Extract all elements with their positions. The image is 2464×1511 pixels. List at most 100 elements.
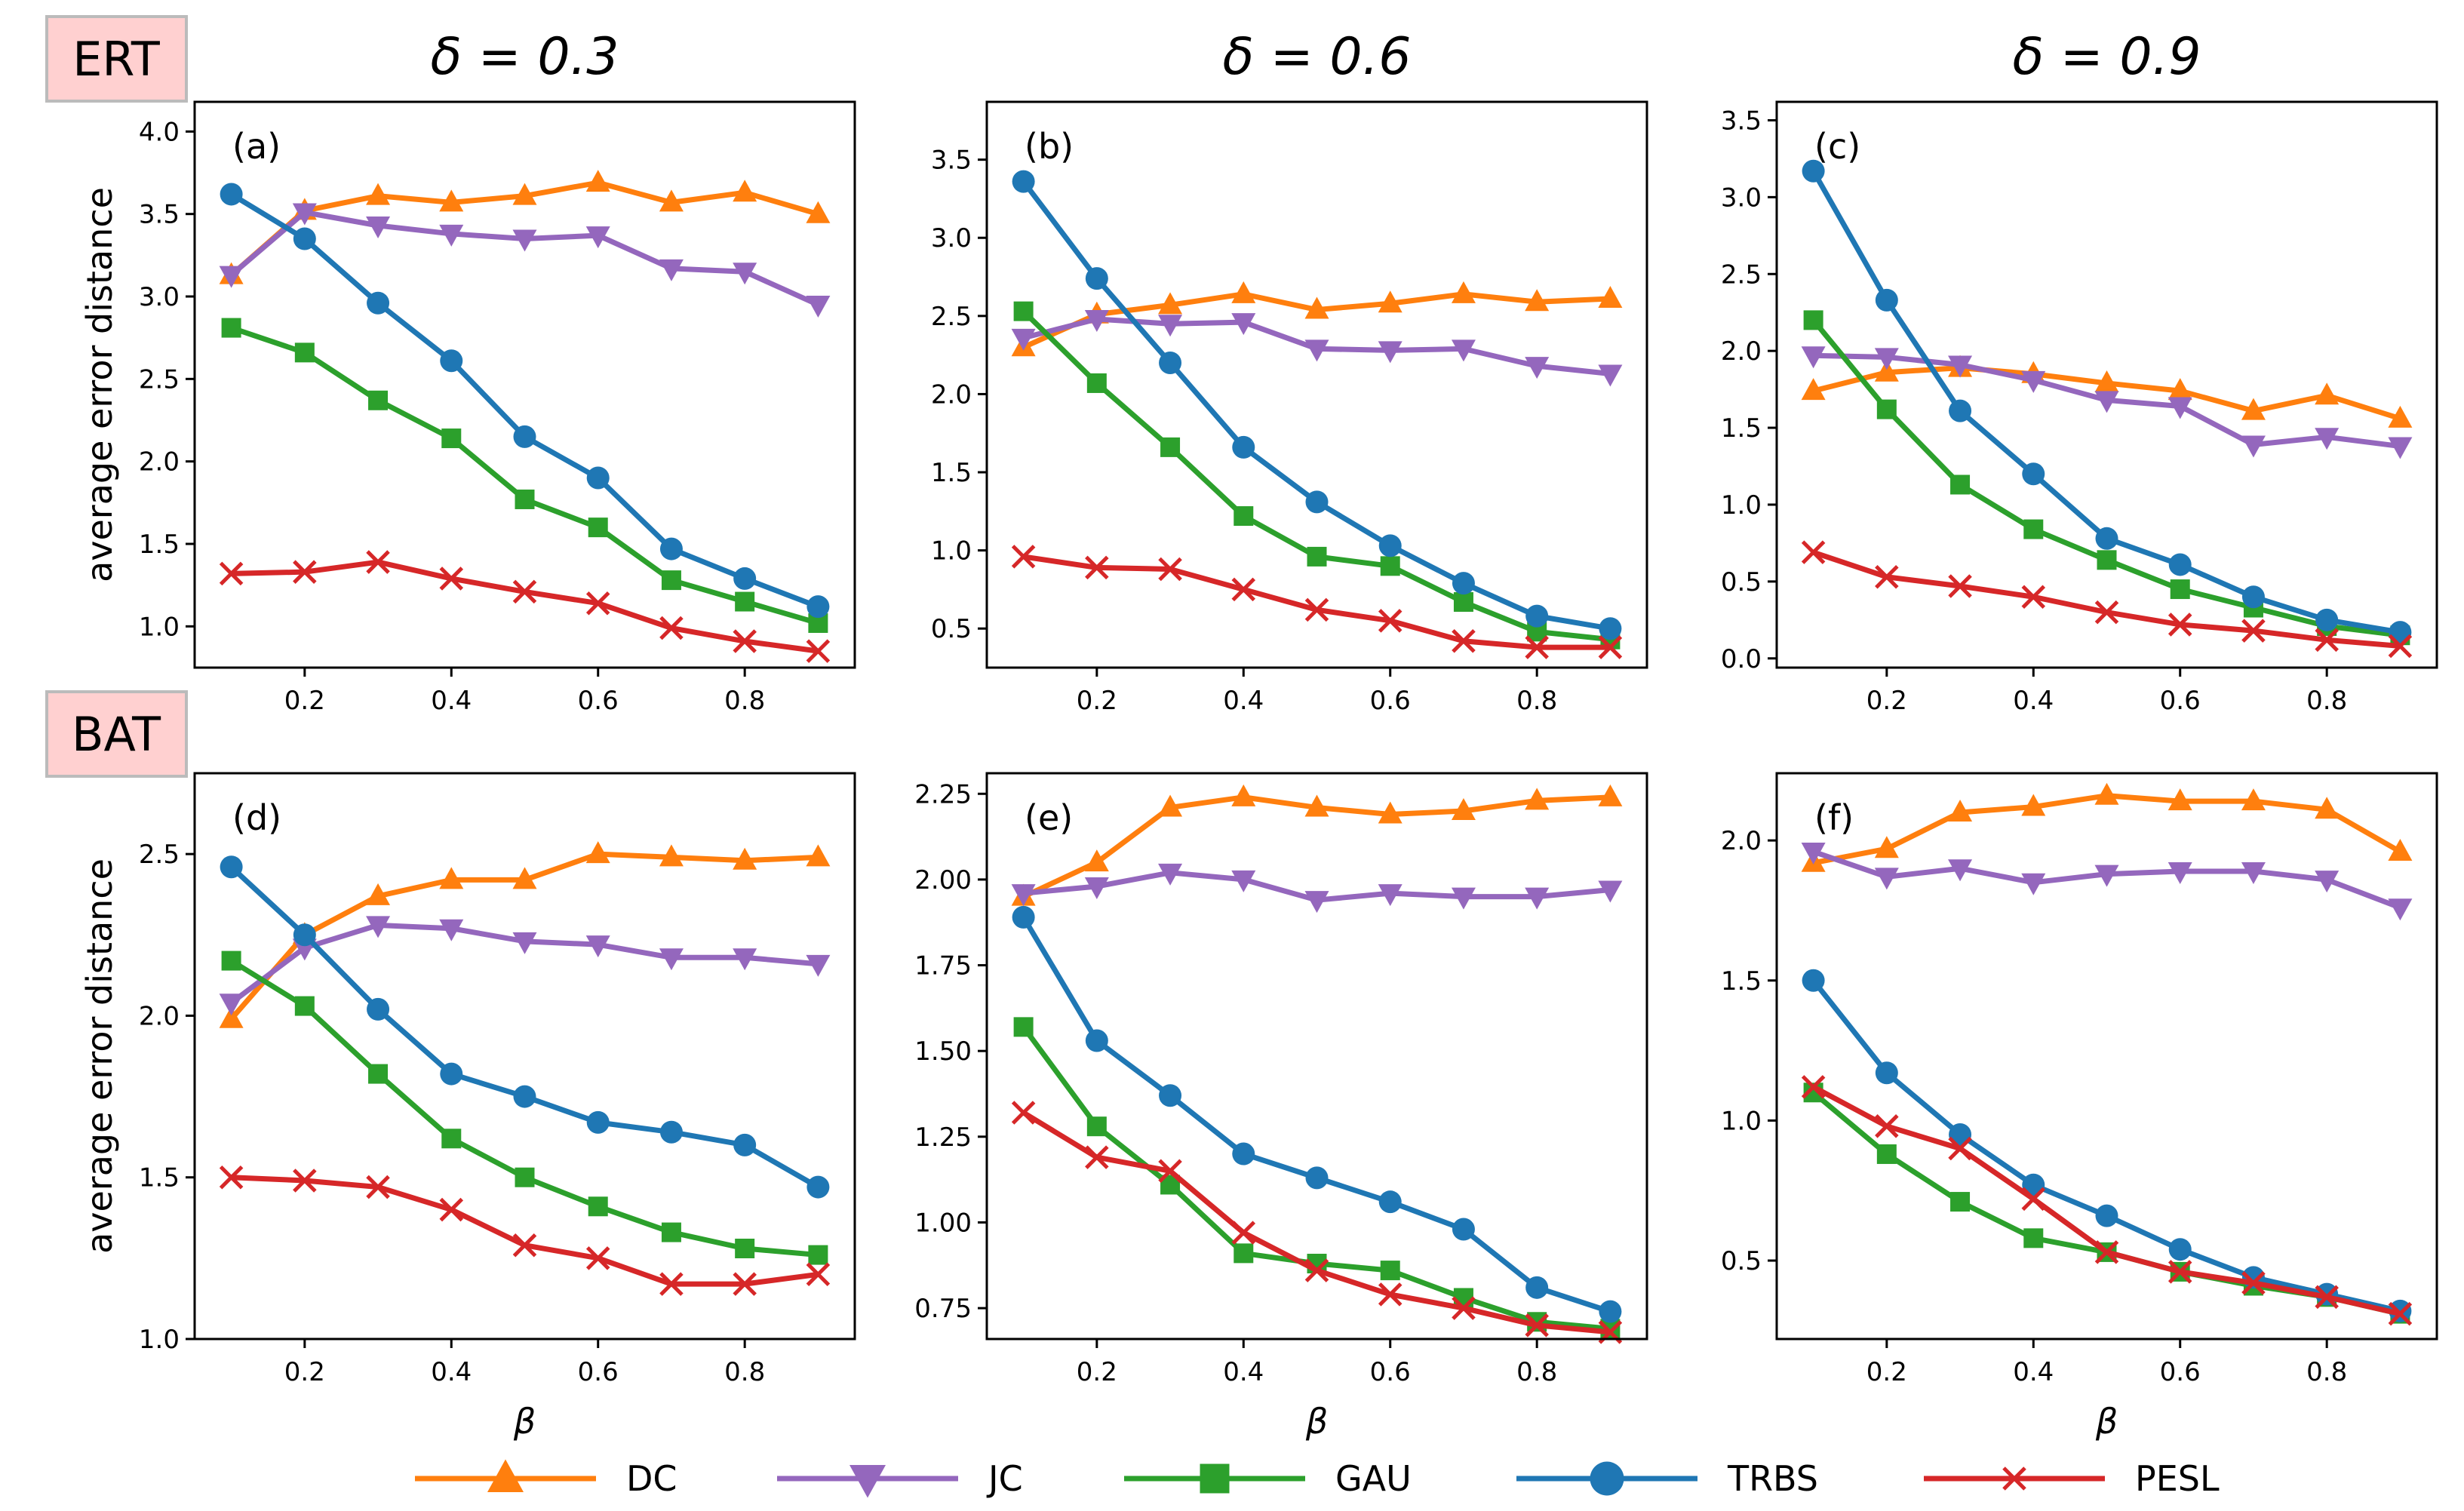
x-tick-label: 0.8 <box>1516 686 1557 716</box>
data-point-trbs <box>1452 572 1475 595</box>
data-point-jc <box>1158 863 1183 886</box>
data-point-dc <box>1801 378 1826 401</box>
series-jc <box>1801 842 2413 921</box>
series-line-pesl <box>1021 1110 1613 1335</box>
data-point-pesl <box>585 591 610 616</box>
data-point-jc <box>1451 339 1476 362</box>
data-point-gau <box>2170 579 2190 600</box>
y-axis-label: average error distance <box>79 858 120 1254</box>
data-point-gau <box>735 1239 755 1258</box>
data-point-pesl <box>2168 1260 2192 1284</box>
data-point-pesl <box>1452 1296 1476 1320</box>
data-point-gau <box>1950 474 1971 495</box>
data-point-pesl <box>512 1233 537 1258</box>
data-point-dc <box>1158 292 1183 315</box>
x-tick-label: 0.6 <box>1370 1357 1411 1387</box>
data-point-pesl <box>439 567 464 591</box>
data-point-gau <box>588 1196 608 1217</box>
data-point-trbs <box>2168 1238 2192 1261</box>
series-dc <box>1801 355 2413 428</box>
series-line-jc <box>229 210 821 308</box>
data-point-jc <box>1158 315 1183 337</box>
data-point-jc <box>733 948 757 971</box>
series-trbs <box>220 855 830 1199</box>
data-point-dc <box>1451 798 1476 820</box>
data-point-jc <box>1525 357 1550 379</box>
data-point-gau <box>808 1245 828 1265</box>
data-point-dc <box>512 183 537 205</box>
data-point-trbs <box>2022 462 2045 486</box>
series-jc <box>1011 309 1623 387</box>
data-point-trbs <box>1875 288 1898 312</box>
data-point-trbs <box>1085 1029 1108 1052</box>
row-label-text: ERT <box>72 32 161 87</box>
y-tick-label: 1.75 <box>914 951 972 981</box>
data-point-pesl <box>2021 585 2046 610</box>
data-point-gau <box>368 390 389 410</box>
y-tick-label: 1.5 <box>139 530 180 560</box>
data-point-jc <box>1948 859 1973 882</box>
data-point-pesl <box>1801 1075 1826 1099</box>
x-tick-label: 0.8 <box>724 1357 765 1387</box>
legend-label: GAU <box>1335 1458 1412 1499</box>
data-point-trbs <box>1232 1142 1255 1165</box>
panel-c: 0.2 0.4 0.6 0.8 0.0 0.5 1.0 1.5 2.0 2.5 3.0 3.5 (c) <box>1721 100 2438 716</box>
y-tick-label: 3.0 <box>1721 183 1762 213</box>
data-point-pesl <box>659 1272 684 1296</box>
data-point-trbs <box>367 291 390 315</box>
series-trbs <box>1802 159 2412 644</box>
data-point-jc <box>1378 884 1403 907</box>
data-point-jc <box>2241 861 2266 884</box>
data-point-dc <box>585 170 610 192</box>
data-point-pesl <box>293 560 317 584</box>
data-point-jc <box>1378 341 1403 364</box>
data-point-trbs <box>220 183 243 206</box>
data-point-pesl <box>733 1272 757 1296</box>
y-tick-label: 3.5 <box>139 200 180 230</box>
data-point-trbs <box>806 595 830 619</box>
data-point-jc <box>1598 364 1623 387</box>
data-point-trbs <box>2241 585 2265 609</box>
data-point-pesl <box>1948 1136 1972 1161</box>
data-point-dc <box>2168 378 2192 401</box>
y-tick-label: 2.0 <box>931 379 972 410</box>
data-point-pesl <box>1598 635 1623 659</box>
data-point-trbs <box>293 923 316 947</box>
data-point-dc <box>733 180 757 202</box>
data-point-pesl <box>1875 564 1899 589</box>
data-point-trbs <box>1378 534 1402 557</box>
data-point-trbs <box>586 1110 610 1134</box>
data-point-pesl <box>293 1169 317 1193</box>
legend-marker-pesl <box>2002 1466 2026 1491</box>
data-point-jc <box>806 295 831 318</box>
data-point-trbs <box>1802 969 1825 992</box>
series-jc <box>219 203 831 318</box>
panel-tag: (d) <box>232 797 281 838</box>
legend-item-gau: GAU <box>1124 1458 1412 1499</box>
data-point-dc <box>806 844 831 867</box>
series-line-trbs <box>229 864 821 1190</box>
data-point-trbs <box>220 855 243 879</box>
data-point-jc <box>1451 887 1476 910</box>
data-point-pesl <box>2241 619 2266 643</box>
data-point-dc <box>2315 797 2340 819</box>
data-point-dc <box>659 189 684 212</box>
data-point-dc <box>659 844 684 867</box>
data-point-dc <box>2168 788 2192 811</box>
data-point-pesl <box>219 561 244 586</box>
data-point-dc <box>439 867 464 889</box>
data-point-jc <box>2168 861 2192 884</box>
data-point-trbs <box>1012 170 1035 193</box>
y-tick-label: 3.0 <box>931 223 972 253</box>
data-point-dc <box>2315 382 2340 405</box>
data-point-jc <box>2315 428 2340 450</box>
panel-d: 0.2 0.4 0.6 0.8 1.0 1.5 2.0 2.5 (d) average error… <box>79 772 856 1442</box>
data-point-trbs <box>1232 435 1255 459</box>
data-point-gau <box>1086 373 1107 393</box>
data-point-jc <box>659 259 684 281</box>
data-point-trbs <box>1599 1300 1622 1323</box>
y-tick-label: 0.0 <box>1721 644 1762 674</box>
data-point-pesl <box>1304 1258 1329 1282</box>
data-point-dc <box>1874 359 1899 382</box>
data-point-jc <box>2094 865 2119 887</box>
